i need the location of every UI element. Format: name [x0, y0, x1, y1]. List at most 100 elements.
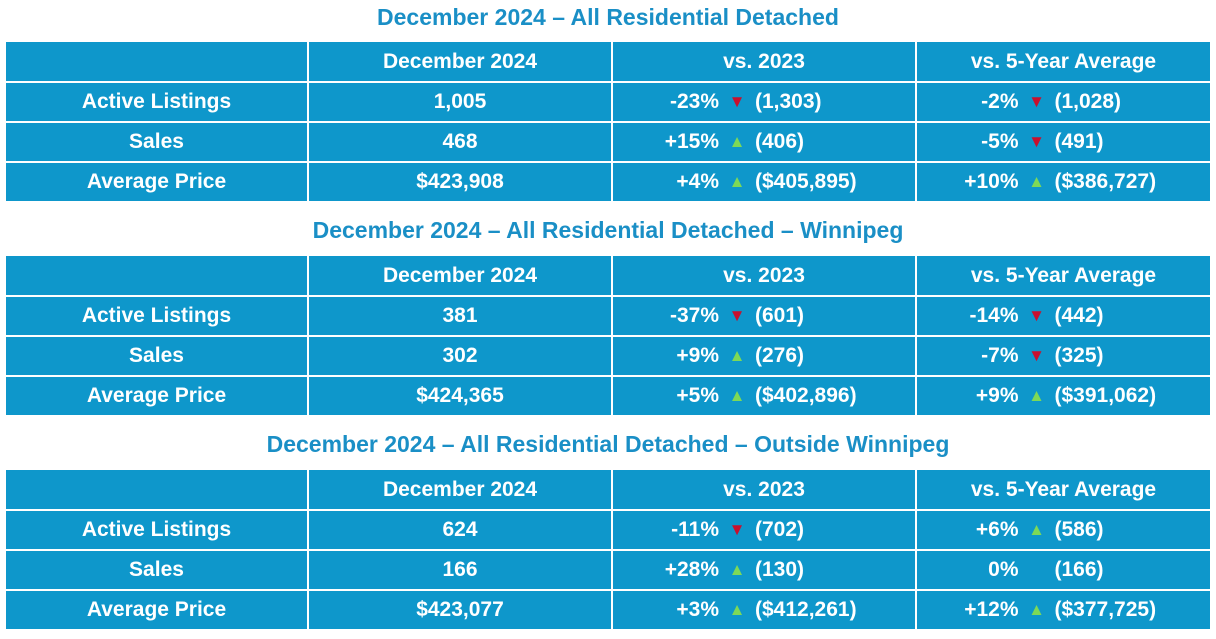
row-value: $424,365: [307, 375, 613, 415]
trend-up-icon: ▲: [1028, 172, 1045, 191]
comparison: -7% ▼ (325): [953, 344, 1175, 368]
previous-value: (166): [1054, 558, 1104, 581]
table-row: Sales 468 +15% ▲ (406) -5% ▼ (491): [6, 121, 1210, 163]
row-label: Sales: [6, 549, 309, 591]
change-percent: +6%: [975, 518, 1019, 541]
vs-5yr-cell: +10% ▲ ($386,727): [915, 161, 1210, 201]
previous-value: (601): [755, 304, 805, 327]
stats-table: December 2024 vs. 2023 vs. 5-Year Averag…: [6, 42, 1210, 201]
trend-down-icon: ▼: [1028, 92, 1045, 111]
change-percent: +28%: [664, 558, 719, 581]
table-row: Active Listings 381 -37% ▼ (601) -14% ▼ (442…: [6, 295, 1210, 337]
row-label: Active Listings: [6, 509, 309, 551]
comparison: +12% ▲ ($377,725): [953, 598, 1175, 622]
change-percent: +3%: [676, 598, 719, 621]
stats-table: December 2024 vs. 2023 vs. 5-Year Averag…: [6, 256, 1210, 415]
previous-value: (325): [1054, 344, 1104, 367]
table-row: Average Price $423,908 +4% ▲ ($405,895) +1…: [6, 161, 1210, 201]
header-vs-5yr: vs. 5-Year Average: [915, 256, 1210, 297]
comparison: +3% ▲ ($412,261): [653, 598, 875, 622]
change-percent: +4%: [676, 170, 719, 193]
comparison: +9% ▲ (276): [653, 344, 875, 368]
trend-up-icon: ▲: [728, 132, 746, 151]
row-label: Average Price: [6, 161, 309, 201]
trend-down-icon: ▼: [728, 520, 746, 539]
vs-prev-year-cell: +5% ▲ ($402,896): [611, 375, 917, 415]
header-vs-prev-year: vs. 2023: [611, 42, 917, 83]
section-outside-winnipeg: December 2024 – All Residential Detached…: [0, 427, 1216, 629]
previous-value: ($386,727): [1054, 170, 1157, 193]
row-value: 624: [307, 509, 613, 551]
table-row: Average Price $424,365 +5% ▲ ($402,896) +9…: [6, 375, 1210, 415]
previous-value: (702): [755, 518, 805, 541]
previous-value: (406): [755, 130, 805, 153]
change-percent: -37%: [669, 304, 719, 327]
comparison: -23% ▼ (1,303): [653, 90, 875, 114]
vs-prev-year-cell: +15% ▲ (406): [611, 121, 917, 163]
vs-5yr-cell: -2% ▼ (1,028): [915, 81, 1210, 123]
comparison: 0% (166): [953, 558, 1175, 582]
row-value: 381: [307, 295, 613, 337]
vs-prev-year-cell: +28% ▲ (130): [611, 549, 917, 591]
previous-value: (491): [1054, 130, 1104, 153]
header-row: December 2024 vs. 2023 vs. 5-Year Averag…: [6, 42, 1210, 83]
previous-value: (130): [755, 558, 805, 581]
table-row: Sales 166 +28% ▲ (130) 0% (166): [6, 549, 1210, 591]
header-vs-prev-year: vs. 2023: [611, 470, 917, 511]
vs-prev-year-cell: +4% ▲ ($405,895): [611, 161, 917, 201]
vs-5yr-cell: -7% ▼ (325): [915, 335, 1210, 377]
vs-prev-year-cell: +3% ▲ ($412,261): [611, 589, 917, 629]
row-value: $423,077: [307, 589, 613, 629]
section-title: December 2024 – All Residential Detached…: [266, 431, 950, 457]
trend-up-icon: ▲: [728, 172, 746, 191]
row-value: 468: [307, 121, 613, 163]
comparison: +5% ▲ ($402,896): [653, 384, 875, 408]
previous-value: (276): [755, 344, 805, 367]
vs-prev-year-cell: -11% ▼ (702): [611, 509, 917, 551]
previous-value: (442): [1054, 304, 1104, 327]
table-row: Average Price $423,077 +3% ▲ ($412,261) +1…: [6, 589, 1210, 629]
change-percent: +15%: [664, 130, 719, 153]
header-row: December 2024 vs. 2023 vs. 5-Year Averag…: [6, 470, 1210, 511]
comparison: -14% ▼ (442): [953, 304, 1175, 328]
vs-5yr-cell: -14% ▼ (442): [915, 295, 1210, 337]
change-percent: 0%: [988, 558, 1019, 581]
section-all-detached: December 2024 – All Residential Detached…: [0, 0, 1216, 201]
comparison: +4% ▲ ($405,895): [653, 170, 875, 194]
comparison: +10% ▲ ($386,727): [953, 170, 1175, 194]
trend-up-icon: ▲: [1028, 520, 1045, 539]
table-row: Sales 302 +9% ▲ (276) -7% ▼ (325): [6, 335, 1210, 377]
row-label: Active Listings: [6, 81, 309, 123]
trend-up-icon: ▲: [728, 600, 746, 619]
row-value: 302: [307, 335, 613, 377]
trend-up-icon: ▲: [728, 346, 746, 365]
change-percent: -2%: [981, 90, 1019, 113]
stats-table: December 2024 vs. 2023 vs. 5-Year Averag…: [6, 470, 1210, 629]
row-label: Active Listings: [6, 295, 309, 337]
section-winnipeg: December 2024 – All Residential Detached…: [0, 213, 1216, 415]
previous-value: ($377,725): [1054, 598, 1157, 621]
change-percent: -7%: [981, 344, 1019, 367]
comparison: -37% ▼ (601): [653, 304, 875, 328]
trend-down-icon: ▼: [728, 92, 746, 111]
trend-down-icon: ▼: [1028, 346, 1045, 365]
trend-down-icon: ▼: [728, 306, 746, 325]
header-current: December 2024: [307, 42, 613, 83]
vs-5yr-cell: +6% ▲ (586): [915, 509, 1210, 551]
header-row: December 2024 vs. 2023 vs. 5-Year Averag…: [6, 256, 1210, 297]
previous-value: ($391,062): [1054, 384, 1157, 407]
header-vs-5yr: vs. 5-Year Average: [915, 42, 1210, 83]
trend-up-icon: ▲: [1028, 600, 1045, 619]
change-percent: -5%: [981, 130, 1019, 153]
comparison: +9% ▲ ($391,062): [953, 384, 1175, 408]
change-percent: +10%: [964, 170, 1019, 193]
row-label: Average Price: [6, 589, 309, 629]
previous-value: ($412,261): [755, 598, 857, 621]
row-value: 166: [307, 549, 613, 591]
comparison: -2% ▼ (1,028): [953, 90, 1175, 114]
comparison: +15% ▲ (406): [653, 130, 875, 154]
trend-up-icon: ▲: [728, 386, 746, 405]
previous-value: (1,028): [1054, 90, 1122, 113]
vs-5yr-cell: +12% ▲ ($377,725): [915, 589, 1210, 629]
row-value: $423,908: [307, 161, 613, 201]
